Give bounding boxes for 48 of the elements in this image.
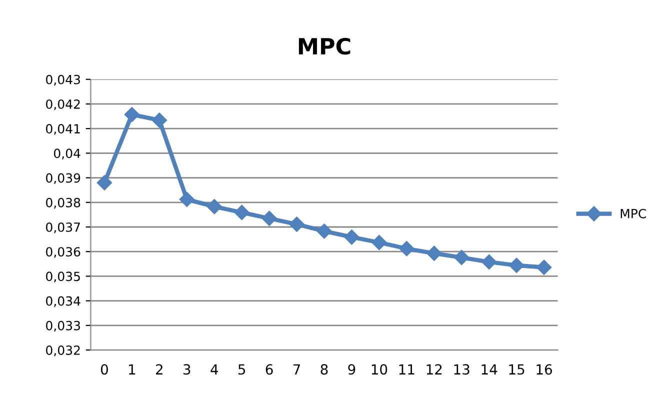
point	[206, 199, 222, 214]
point	[536, 260, 552, 275]
x-tick-label: 12	[426, 364, 442, 374]
point	[124, 106, 140, 122]
x-tick-label: 13	[454, 364, 470, 375]
x-tick-label: 3	[184, 364, 190, 375]
point	[96, 175, 112, 190]
x-tick-label: 10	[372, 364, 388, 375]
y-tick-label: 0,038	[46, 198, 80, 209]
point	[179, 192, 194, 208]
x-tick-label: 2	[156, 364, 162, 374]
point	[344, 230, 360, 245]
point	[316, 224, 332, 239]
point	[426, 246, 442, 261]
point	[399, 241, 414, 256]
x-tick-label: 11	[399, 364, 414, 374]
x-tick-label: 4	[210, 364, 218, 374]
point	[372, 234, 387, 250]
chart-title: MPC	[298, 38, 350, 55]
y-tick-label: 0,035	[46, 272, 80, 282]
point	[234, 204, 250, 220]
x-tick-label: 5	[238, 364, 246, 375]
x-tick-label: 9	[348, 364, 356, 375]
x-tick-label: 1	[129, 364, 136, 374]
y-tick-label: 0,033	[46, 320, 80, 332]
point	[289, 216, 304, 232]
y-tick-label: 0,042	[46, 99, 80, 110]
y-tick-label: 0,039	[46, 173, 80, 184]
x-tick-label: 0	[100, 364, 108, 375]
point	[152, 112, 167, 128]
y-tick-label: 0,032	[46, 345, 80, 356]
y-tick-label: 0,043	[46, 74, 80, 86]
y-tick-label: 0,04	[54, 148, 80, 160]
point	[482, 254, 497, 270]
y-tick-label: 0,036	[46, 247, 80, 258]
point	[262, 210, 277, 226]
x-tick-label: 8	[320, 364, 328, 375]
x-tick-label: 6	[266, 364, 273, 375]
x-tick-label: 15	[509, 364, 524, 375]
x-tick-label: 7	[293, 364, 300, 374]
y-tick-label: 0,041	[46, 124, 80, 135]
y-tick-label: 0,037	[46, 222, 80, 234]
y-tick-label: 0,034	[46, 296, 80, 308]
x-tick-label: 16	[536, 364, 552, 375]
legend-label: MPC	[620, 208, 646, 218]
x-tick-label: 14	[482, 364, 498, 374]
point	[508, 258, 524, 273]
point	[454, 250, 470, 266]
